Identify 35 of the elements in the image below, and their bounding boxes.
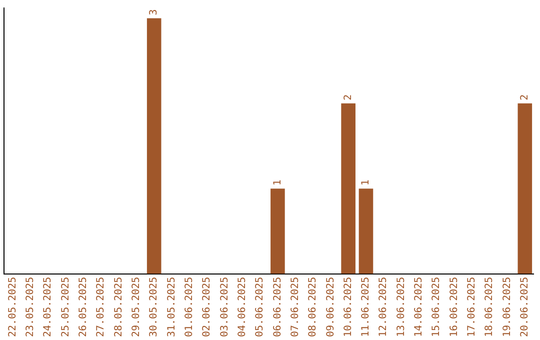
x-tick-label: 01.06.2025	[184, 276, 195, 338]
x-tick-label: 30.05.2025	[148, 276, 160, 338]
x-tick-label: 04.06.2025	[236, 276, 248, 338]
x-tick-label: 03.06.2025	[219, 276, 230, 338]
x-tick-label: 10.06.2025	[342, 276, 354, 338]
x-tick-label: 23.05.2025	[25, 276, 36, 338]
data-label: 2	[519, 94, 530, 100]
x-tick-label: 15.06.2025	[431, 276, 442, 338]
x-tick-label: 18.06.2025	[484, 276, 496, 338]
data-label: 1	[272, 180, 284, 186]
x-tick-label: 31.05.2025	[166, 276, 178, 338]
data-label: 1	[360, 180, 372, 186]
x-tick-label: 11.06.2025	[360, 276, 372, 338]
x-tick-label: 07.06.2025	[290, 276, 301, 338]
x-tick-label: 22.05.2025	[7, 276, 18, 338]
x-tick-label: 05.06.2025	[254, 276, 266, 338]
x-tick-label: 12.06.2025	[378, 276, 390, 338]
x-tick-label: 29.05.2025	[131, 276, 142, 338]
x-tick-label: 27.05.2025	[96, 276, 107, 338]
x-tick-label: 16.06.2025	[448, 276, 460, 338]
data-label: 3	[148, 9, 160, 16]
x-tick-label: 25.05.2025	[60, 276, 72, 338]
x-tick-label: 08.06.2025	[308, 276, 319, 338]
x-tick-label: 17.06.2025	[466, 276, 478, 338]
x-tick-label: 13.06.2025	[396, 276, 407, 338]
data-label: 2	[342, 94, 354, 100]
x-tick-label: 02.06.2025	[202, 276, 213, 338]
x-tick-label: 06.06.2025	[272, 276, 284, 338]
x-tick-label: 20.06.2025	[519, 276, 530, 338]
x-tick-label: 09.06.2025	[325, 276, 336, 338]
x-tick-label: 28.05.2025	[113, 276, 124, 338]
x-tick-label: 14.06.2025	[414, 276, 425, 338]
x-tick-label: 26.05.2025	[78, 276, 90, 338]
x-tick-label: 19.06.2025	[502, 276, 513, 338]
x-tick-label: 24.05.2025	[42, 276, 54, 338]
